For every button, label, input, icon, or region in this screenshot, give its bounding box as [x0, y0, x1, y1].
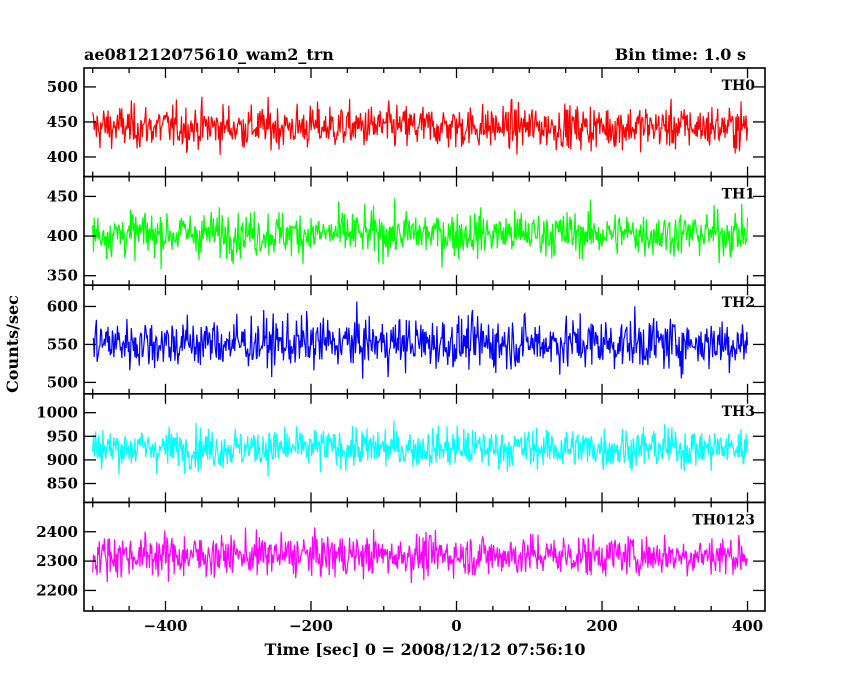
panel-th0123: 2200 2300 2400 TH0123	[36, 501, 766, 612]
series-th2	[92, 301, 749, 379]
y-axis-label: Counts/sec	[3, 295, 22, 393]
chart-title: ae081212075610_wam2_trn	[84, 45, 334, 64]
x-tick-label: 400	[732, 617, 763, 635]
y-tick-label: 400	[47, 148, 78, 166]
x-tick-label: −200	[289, 617, 333, 635]
series-th3	[92, 420, 749, 477]
y-tick-label: 2400	[36, 523, 78, 541]
y-tick-label: 950	[47, 427, 78, 445]
panel-label-th2: TH2	[722, 295, 755, 311]
series-th1	[92, 198, 749, 270]
y-tick-label: 2200	[36, 581, 78, 599]
y-tick-label: 500	[47, 373, 78, 391]
panel-frame	[83, 501, 766, 612]
panels: 400 450 500 TH0 350 400 450 TH1 500 550 600 TH2 850 9…	[36, 67, 766, 635]
y-tick-label: 2300	[36, 552, 78, 570]
series-th0123	[92, 527, 749, 584]
y-tick-label: 600	[47, 297, 78, 315]
panel-th1: 350 400 450 TH1	[47, 175, 766, 287]
x-tick-label: 0	[451, 617, 461, 635]
x-axis-label: Time [sec] 0 = 2008/12/12 07:56:10	[265, 640, 586, 659]
bin-time-label: Bin time: 1.0 s	[615, 45, 746, 64]
panel-th3: 850 900 950 1000 TH3	[36, 392, 766, 504]
y-tick-label: 900	[47, 451, 78, 469]
panel-label-th3: TH3	[722, 404, 755, 420]
y-tick-label: 350	[47, 267, 78, 285]
y-tick-label: 500	[47, 78, 78, 96]
y-tick-label: 550	[47, 335, 78, 353]
y-tick-label: 1000	[36, 404, 78, 422]
x-tick-label: −400	[144, 617, 188, 635]
series-th0	[92, 96, 749, 155]
y-tick-label: 400	[47, 227, 78, 245]
panel-th0: 400 450 500 TH0	[47, 67, 766, 178]
panel-label-th0123: TH0123	[692, 512, 755, 528]
y-tick-label: 450	[47, 187, 78, 205]
y-tick-label: 450	[47, 113, 78, 131]
y-tick-label: 850	[47, 475, 78, 493]
panel-th2: 500 550 600 TH2	[47, 284, 766, 395]
panel-label-th1: TH1	[722, 187, 755, 203]
panel-label-th0: TH0	[722, 78, 756, 94]
x-tick-label: 200	[586, 617, 617, 635]
